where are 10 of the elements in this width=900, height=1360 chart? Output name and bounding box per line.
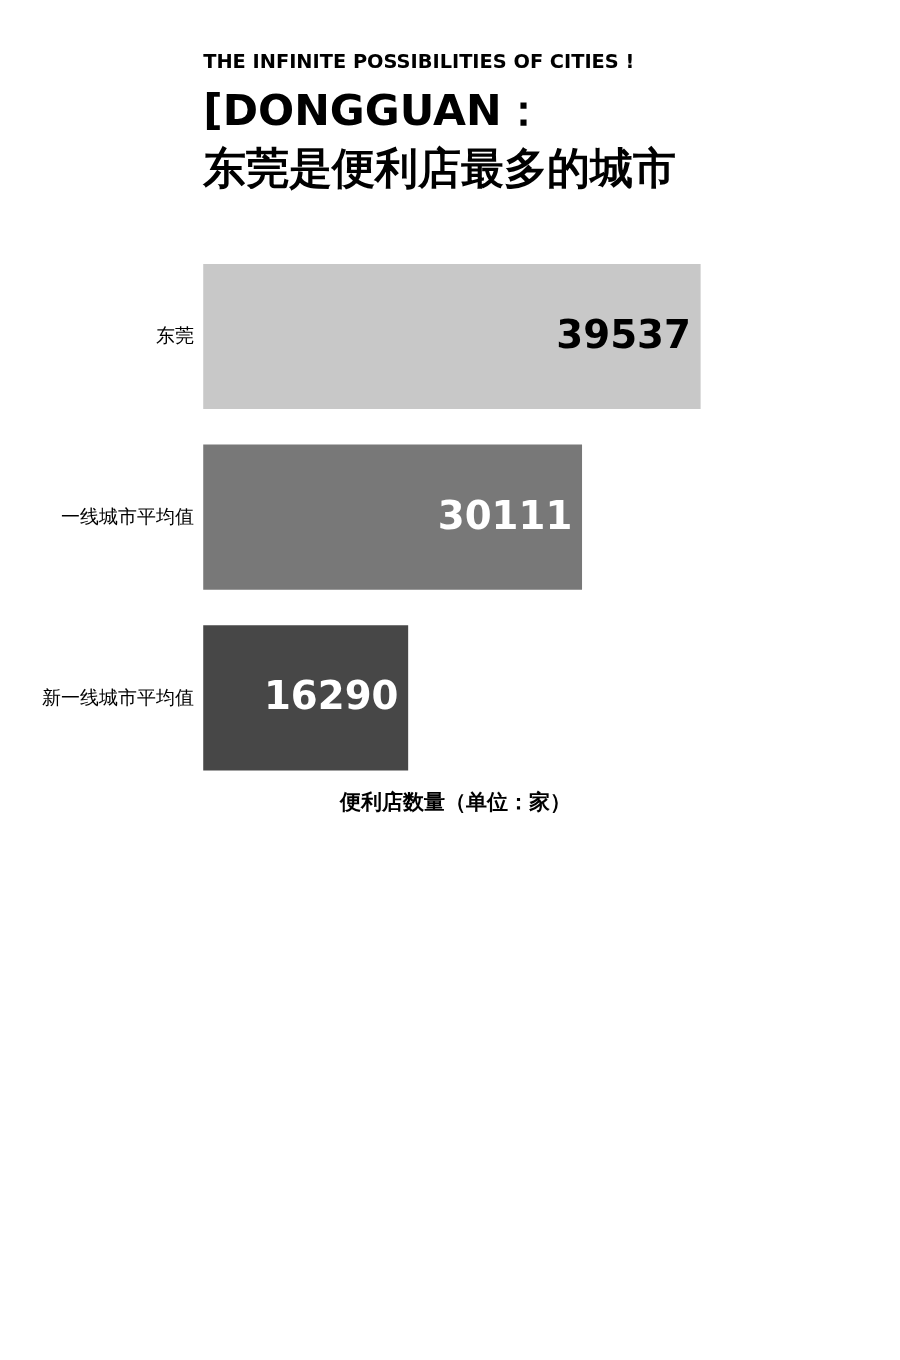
- chart-subtitle: THE INFINITE POSSIBILITIES OF CITIES !: [203, 50, 635, 74]
- data-label: 16290: [263, 673, 399, 719]
- y-tick-label: 一线城市平均值: [61, 504, 195, 528]
- y-tick-label: 新一线城市平均值: [42, 685, 195, 709]
- y-tick-label: 东莞: [156, 324, 195, 348]
- data-label: 39537: [556, 312, 691, 358]
- text: [DONGGUAN：: [203, 85, 545, 136]
- data-label: 30111: [437, 492, 573, 538]
- x-axis-title: 便利店数量（单位：家）: [338, 788, 571, 814]
- chart-title: 东莞是便利店最多的城市: [202, 143, 677, 194]
